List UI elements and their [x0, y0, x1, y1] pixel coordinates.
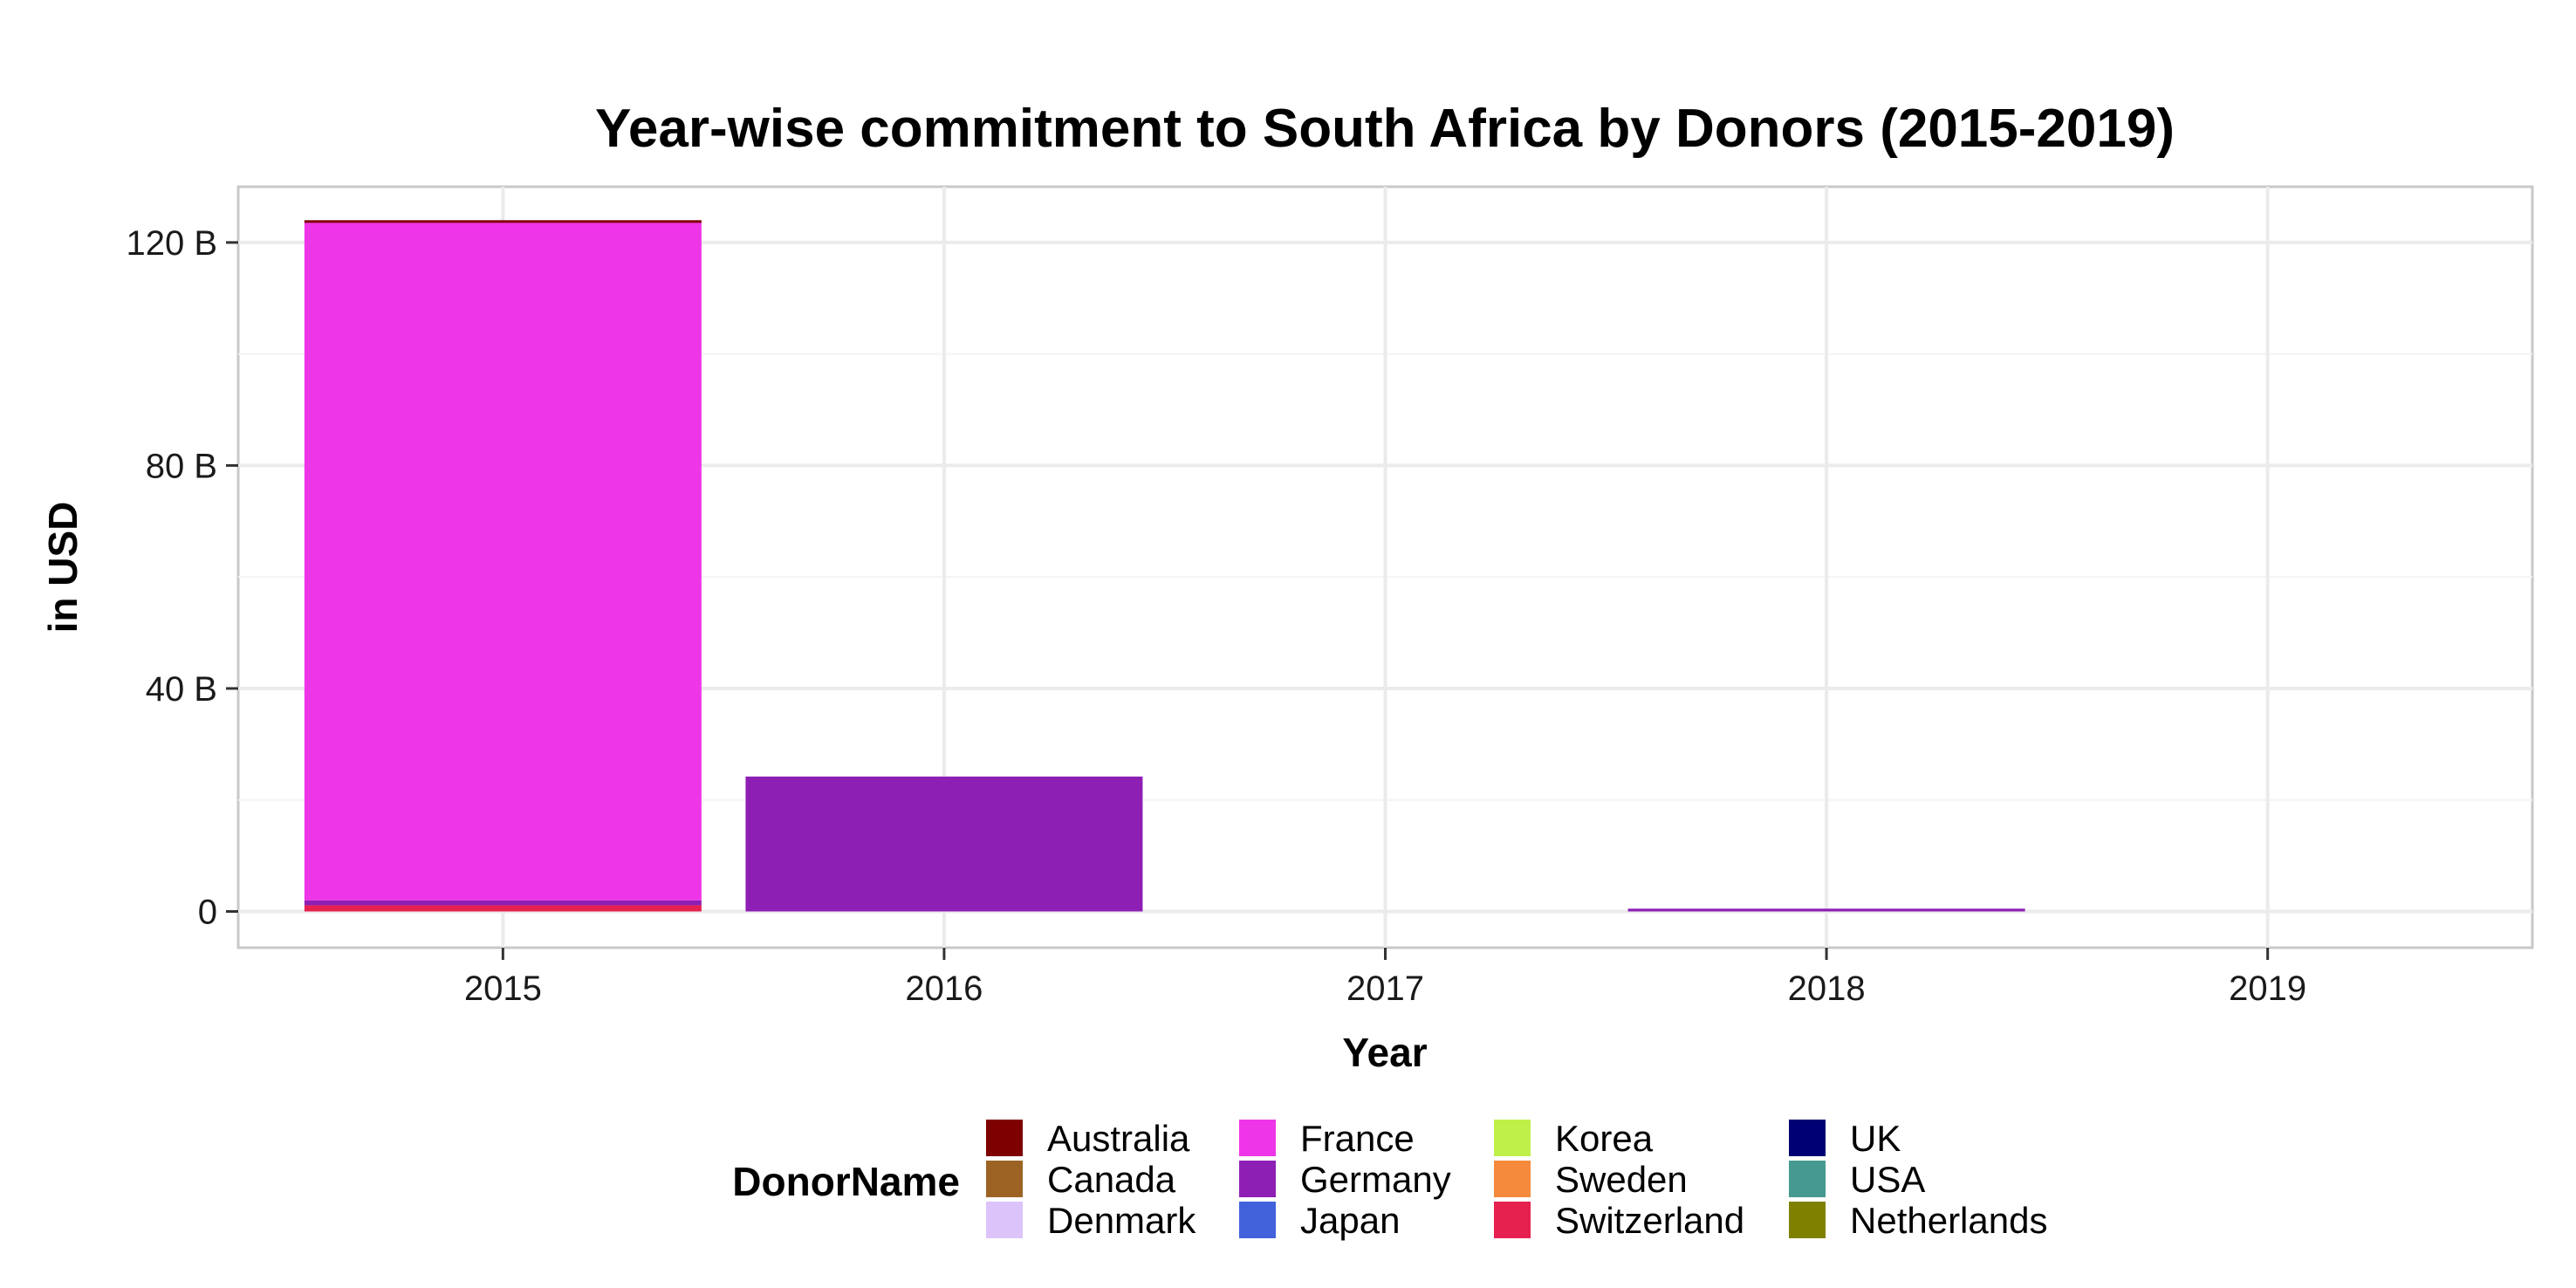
- x-tick-label: 2018: [1788, 969, 1866, 1008]
- axes: 0 40 B 80 B 120 B 2015 2016 2017 2018 2019: [126, 224, 2306, 1008]
- y-tick-label: 120 B: [126, 224, 217, 263]
- y-tick-label: 80 B: [146, 447, 217, 485]
- bar-segment-france-2015: [304, 222, 702, 901]
- y-tick-label: 40 B: [146, 670, 217, 709]
- bar-stacks: [304, 220, 2025, 912]
- legend-key-germany: [1239, 1161, 1276, 1197]
- y-tick-label: 0: [198, 893, 217, 931]
- legend-label-korea: Korea: [1555, 1118, 1654, 1159]
- legend-label-australia: Australia: [1047, 1118, 1190, 1159]
- bar-segment-germany-2016: [745, 776, 1143, 912]
- legend-key-australia: [986, 1120, 1023, 1156]
- bar-segment-germany-2018: [1627, 908, 2025, 912]
- legend-label-denmark: Denmark: [1047, 1200, 1196, 1241]
- legend-label-germany: Germany: [1300, 1159, 1451, 1200]
- bar-segment-switzerland-2015: [304, 905, 702, 912]
- legend-label-usa: USA: [1850, 1159, 1925, 1200]
- legend-key-sweden: [1494, 1161, 1531, 1197]
- legend-label-sweden: Sweden: [1555, 1159, 1688, 1200]
- y-axis-title: in USD: [40, 502, 86, 634]
- legend-key-uk: [1789, 1120, 1826, 1156]
- x-tick-label: 2015: [464, 969, 542, 1008]
- legend-label-uk: UK: [1850, 1118, 1901, 1159]
- legend-key-france: [1239, 1120, 1276, 1156]
- legend-label-canada: Canada: [1047, 1159, 1176, 1200]
- legend-key-denmark: [986, 1202, 1023, 1238]
- x-tick-label: 2019: [2229, 969, 2306, 1008]
- legend-key-switzerland: [1494, 1202, 1531, 1238]
- x-tick-label: 2017: [1346, 969, 1424, 1008]
- legend-label-france: France: [1300, 1118, 1415, 1159]
- legend-key-usa: [1789, 1161, 1826, 1197]
- legend-key-japan: [1239, 1202, 1276, 1238]
- legend-label-netherlands: Netherlands: [1850, 1200, 2047, 1241]
- chart-title: Year-wise commitment to South Africa by …: [595, 99, 2175, 159]
- legend-key-netherlands: [1789, 1202, 1826, 1238]
- bar-segment-australia-2015: [304, 220, 702, 223]
- bar-segment-germany-2015: [304, 900, 702, 906]
- x-axis-title: Year: [1342, 1030, 1427, 1075]
- x-tick-label: 2016: [905, 969, 983, 1008]
- legend-label-japan: Japan: [1300, 1200, 1400, 1241]
- legend-key-korea: [1494, 1120, 1531, 1156]
- legend-key-canada: [986, 1161, 1023, 1197]
- legend-title: DonorName: [732, 1159, 960, 1204]
- legend-label-switzerland: Switzerland: [1555, 1200, 1744, 1241]
